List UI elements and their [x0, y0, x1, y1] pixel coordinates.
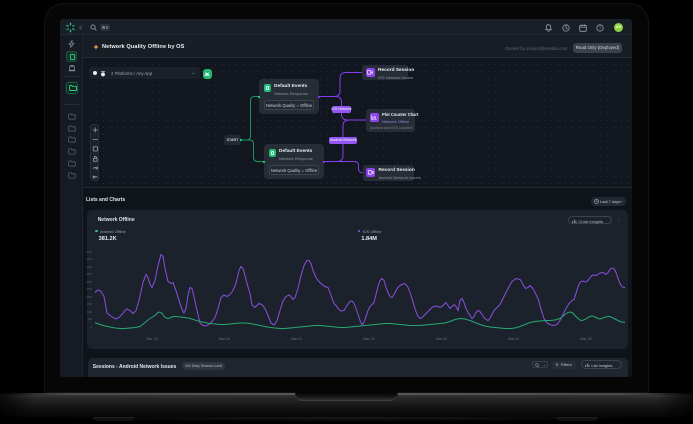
svg-text:?: ?	[599, 26, 602, 31]
